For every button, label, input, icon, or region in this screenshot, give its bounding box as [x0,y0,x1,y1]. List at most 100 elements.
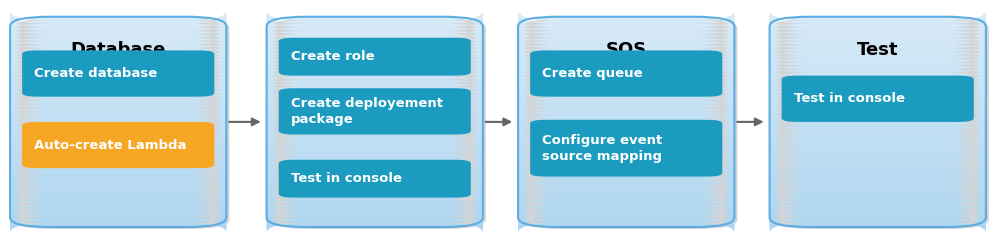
FancyBboxPatch shape [267,81,483,96]
FancyBboxPatch shape [267,67,483,82]
FancyBboxPatch shape [518,18,734,33]
FancyBboxPatch shape [518,98,734,114]
FancyBboxPatch shape [10,63,226,79]
FancyBboxPatch shape [518,67,734,82]
FancyBboxPatch shape [267,109,483,124]
FancyBboxPatch shape [10,18,226,33]
FancyBboxPatch shape [518,42,734,58]
FancyBboxPatch shape [279,38,471,76]
FancyBboxPatch shape [518,190,734,205]
FancyBboxPatch shape [10,109,226,124]
FancyBboxPatch shape [10,84,226,100]
FancyBboxPatch shape [267,119,483,135]
FancyBboxPatch shape [770,175,986,191]
FancyBboxPatch shape [770,151,986,166]
FancyBboxPatch shape [770,105,986,121]
FancyBboxPatch shape [518,88,734,103]
FancyBboxPatch shape [267,49,483,65]
FancyBboxPatch shape [10,140,226,156]
FancyBboxPatch shape [518,28,734,43]
FancyBboxPatch shape [770,130,986,145]
FancyBboxPatch shape [10,81,226,96]
Text: Auto-create Lambda: Auto-create Lambda [34,139,187,152]
FancyBboxPatch shape [267,196,483,212]
FancyBboxPatch shape [267,95,483,110]
FancyBboxPatch shape [267,217,483,233]
FancyBboxPatch shape [770,112,986,128]
FancyBboxPatch shape [267,214,483,229]
FancyBboxPatch shape [518,91,734,107]
FancyBboxPatch shape [267,151,483,166]
FancyBboxPatch shape [267,168,483,184]
FancyBboxPatch shape [10,144,226,159]
FancyBboxPatch shape [267,70,483,86]
FancyBboxPatch shape [518,151,734,166]
FancyBboxPatch shape [770,14,986,30]
FancyBboxPatch shape [10,39,226,54]
FancyBboxPatch shape [518,133,734,149]
FancyBboxPatch shape [518,49,734,65]
FancyBboxPatch shape [267,172,483,187]
FancyBboxPatch shape [10,147,226,163]
FancyBboxPatch shape [770,182,986,198]
FancyBboxPatch shape [10,151,226,166]
FancyBboxPatch shape [518,39,734,54]
FancyBboxPatch shape [267,179,483,194]
FancyBboxPatch shape [267,88,483,103]
FancyBboxPatch shape [518,144,734,159]
FancyBboxPatch shape [267,147,483,163]
FancyBboxPatch shape [267,161,483,177]
FancyBboxPatch shape [279,160,471,198]
FancyBboxPatch shape [10,200,226,215]
FancyBboxPatch shape [10,133,226,149]
FancyBboxPatch shape [770,56,986,72]
FancyBboxPatch shape [267,35,483,51]
Text: Configure event
source mapping: Configure event source mapping [542,134,663,163]
FancyBboxPatch shape [518,211,734,226]
FancyBboxPatch shape [518,119,734,135]
FancyBboxPatch shape [267,60,483,75]
FancyBboxPatch shape [267,74,483,89]
FancyBboxPatch shape [770,28,986,43]
FancyBboxPatch shape [10,211,226,226]
FancyBboxPatch shape [518,109,734,124]
FancyBboxPatch shape [518,116,734,131]
FancyBboxPatch shape [518,112,734,128]
FancyBboxPatch shape [10,182,226,198]
FancyBboxPatch shape [267,190,483,205]
FancyBboxPatch shape [518,130,734,145]
FancyBboxPatch shape [267,63,483,79]
FancyBboxPatch shape [10,116,226,131]
FancyBboxPatch shape [10,56,226,72]
FancyBboxPatch shape [770,39,986,54]
FancyBboxPatch shape [518,158,734,173]
FancyBboxPatch shape [267,116,483,131]
FancyBboxPatch shape [518,165,734,180]
FancyBboxPatch shape [518,154,734,170]
FancyBboxPatch shape [10,217,226,233]
FancyBboxPatch shape [267,158,483,173]
FancyBboxPatch shape [770,168,986,184]
FancyBboxPatch shape [267,105,483,121]
FancyBboxPatch shape [770,21,986,37]
FancyBboxPatch shape [267,42,483,58]
FancyBboxPatch shape [770,158,986,173]
FancyBboxPatch shape [518,207,734,222]
FancyBboxPatch shape [267,11,483,26]
FancyBboxPatch shape [770,32,986,47]
FancyBboxPatch shape [518,147,734,163]
FancyBboxPatch shape [267,77,483,93]
FancyBboxPatch shape [518,203,734,219]
FancyBboxPatch shape [518,77,734,93]
FancyBboxPatch shape [770,102,986,117]
FancyBboxPatch shape [530,50,722,97]
FancyBboxPatch shape [518,21,734,37]
FancyBboxPatch shape [770,46,986,61]
FancyBboxPatch shape [770,49,986,65]
FancyBboxPatch shape [518,35,734,51]
FancyBboxPatch shape [267,32,483,47]
FancyBboxPatch shape [518,105,734,121]
FancyBboxPatch shape [521,19,737,229]
FancyBboxPatch shape [518,14,734,30]
FancyBboxPatch shape [770,123,986,138]
